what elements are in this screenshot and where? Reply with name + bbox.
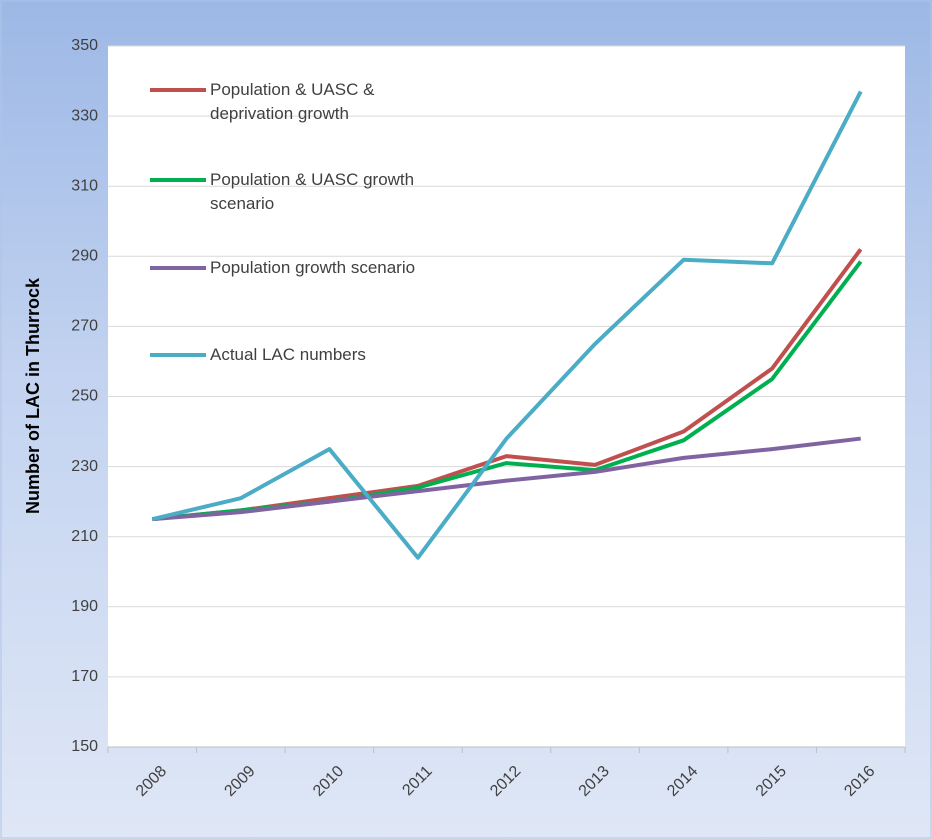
x-tick-label: 2016	[841, 763, 878, 800]
x-tick-label: 2011	[399, 763, 435, 799]
legend-label: Population & UASC growth scenario	[210, 170, 415, 213]
y-tick-label: 330	[71, 107, 98, 124]
y-tick-label: 270	[71, 318, 98, 335]
legend-label: Population growth scenario	[210, 258, 416, 277]
legend-label: Population & UASC & deprivation growth	[210, 80, 375, 123]
x-tick-label: 2013	[576, 763, 613, 800]
series-line	[152, 436, 861, 522]
y-tick-label: 350	[71, 37, 98, 54]
y-tick-label: 150	[71, 738, 98, 755]
y-tick-label: 250	[71, 388, 98, 405]
x-tick-label: 2010	[310, 763, 347, 800]
series-line	[151, 90, 863, 560]
y-tick-label: 290	[71, 248, 98, 265]
y-tick-label: 210	[71, 528, 98, 545]
x-tick-label: 2015	[753, 763, 790, 800]
x-tick-label: 2008	[133, 763, 170, 800]
legend-label: Actual LAC numbers	[210, 345, 366, 364]
x-tick-label: 2014	[664, 763, 701, 800]
y-tick-label: 310	[71, 177, 98, 194]
x-tick-label: 2012	[487, 763, 524, 800]
y-tick-label: 230	[71, 458, 98, 475]
x-tick-label: 2009	[221, 763, 258, 800]
y-axis-label: Number of LAC in Thurrock	[23, 277, 43, 514]
y-tick-label: 190	[71, 598, 98, 615]
y-tick-label: 170	[71, 668, 98, 685]
